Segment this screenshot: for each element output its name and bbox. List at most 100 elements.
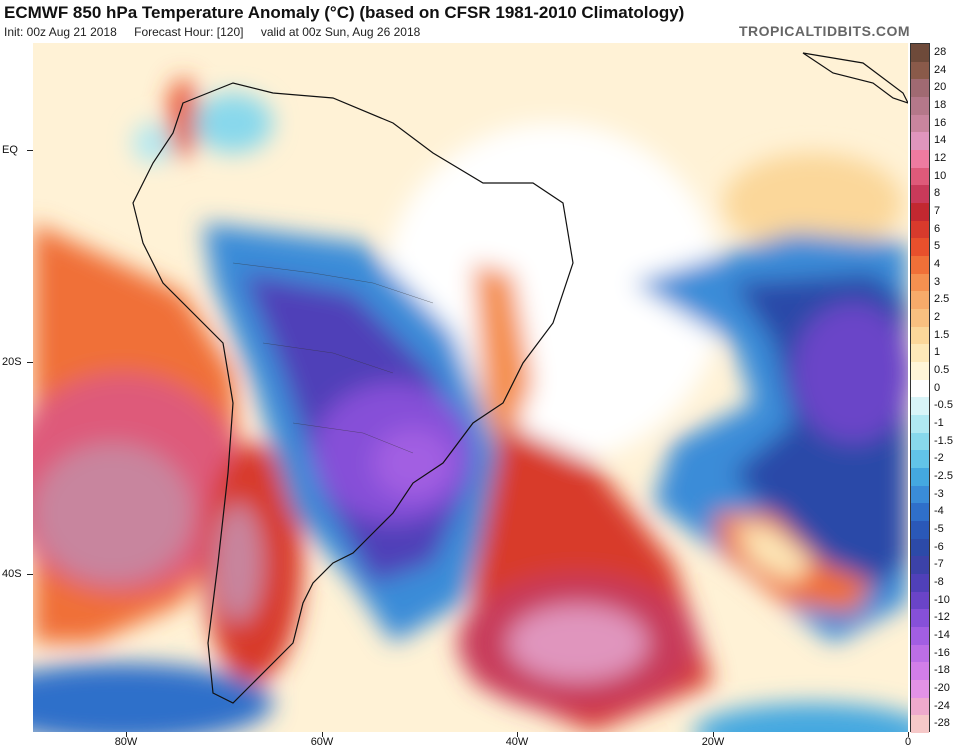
colorbar-label: 20 [934,81,947,94]
colorbar-swatch [911,591,929,610]
colorbar-label: 10 [934,169,947,182]
colorbar-label: -1.5 [934,434,953,447]
colorbar-swatch [911,538,929,557]
colorbar-swatch [911,644,929,663]
init-time: Init: 00z Aug 21 2018 [4,25,117,39]
colorbar-label: -5 [934,522,944,535]
colorbar-swatch [911,379,929,398]
colorbar-swatch [911,150,929,169]
colorbar-swatch [911,468,929,487]
colorbar-swatch [911,662,929,681]
colorbar-swatch [911,256,929,275]
colorbar-swatch [911,167,929,186]
colorbar-label: 6 [934,222,941,235]
colorbar-swatch [911,521,929,540]
colorbar-swatch [911,432,929,451]
colorbar-label: -12 [934,611,950,624]
lon-label-40w: 40W [505,736,529,748]
lon-tick-20w [713,732,714,737]
colorbar-label: 14 [934,134,947,147]
map-title: ECMWF 850 hPa Temperature Anomaly (°C) (… [4,3,685,22]
colorbar-label: 5 [934,240,941,253]
colorbar-swatch [911,220,929,239]
colorbar-swatch [911,503,929,522]
colorbar-swatch [911,238,929,257]
lat-tick-eq [27,150,33,151]
colorbar-label: 1 [934,346,941,359]
colorbar-swatch [911,415,929,434]
lat-label-20s: 20S [2,356,22,368]
brand-watermark: TROPICALTIDBITS.COM [738,23,910,39]
lon-label-0: 0 [904,736,912,748]
colorbar-label: 8 [934,187,941,200]
colorbar-label: 12 [934,151,947,164]
colorbar-swatch [911,697,929,716]
colorbar-swatch [911,97,929,116]
lat-tick-20s [27,362,33,363]
anomaly-map [33,43,908,732]
colorbar-label: -7 [934,558,944,571]
colorbar-swatch [911,203,929,222]
colorbar-swatch [911,680,929,699]
lon-tick-40w [517,732,518,737]
colorbar-label: -10 [934,593,950,606]
colorbar-label: -0.5 [934,399,953,412]
lon-tick-60w [322,732,323,737]
colorbar-swatch [911,344,929,363]
colorbar-swatch [911,609,929,628]
colorbar-label: -3 [934,487,944,500]
colorbar-swatch [911,326,929,345]
colorbar-label: 2.5 [934,293,950,306]
colorbar-label: -1 [934,416,944,429]
valid-time: valid at 00z Sun, Aug 26 2018 [260,25,421,39]
colorbar-label: 0.5 [934,363,950,376]
colorbar-label: -4 [934,505,944,518]
colorbar-label: -28 [934,717,950,730]
colorbar-label: -2.5 [934,469,953,482]
colorbar-swatch [911,450,929,469]
anomaly-field [33,43,908,732]
lon-label-20w: 20W [701,736,725,748]
colorbar-swatch [911,61,929,80]
colorbar-swatch [911,273,929,292]
colorbar-label: 18 [934,98,947,111]
colorbar-label: 16 [934,116,947,129]
colorbar-swatch [911,715,929,734]
colorbar-label: -14 [934,628,950,641]
lat-label-eq: EQ [2,144,18,156]
colorbar-swatch [911,574,929,593]
colorbar-swatch [911,291,929,310]
lat-label-40s: 40S [2,568,22,580]
lat-tick-40s [27,574,33,575]
colorbar-swatch [911,114,929,133]
colorbar-label: 28 [934,45,947,58]
coastline-outline [132,52,908,704]
colorbar-swatch [911,362,929,381]
colorbar-label: 0 [934,381,941,394]
colorbar-swatch [911,556,929,575]
colorbar-swatch [911,44,929,63]
colorbar-label: -20 [934,681,950,694]
colorbar-swatch [911,309,929,328]
colorbar-label: -16 [934,646,950,659]
colorbar-label: -2 [934,452,944,465]
forecast-hour: Forecast Hour: [120] [134,25,244,39]
colorbar-label: 1.5 [934,328,950,341]
colorbar-swatch [911,79,929,98]
map-subtitle: Init: 00z Aug 21 2018 Forecast Hour: [12… [4,25,434,39]
colorbar-label: 4 [934,257,941,270]
colorbar-label: -18 [934,664,950,677]
colorbar-label: 24 [934,63,947,76]
colorbar-swatch [911,397,929,416]
lon-label-60w: 60W [310,736,334,748]
colorbar-label: 7 [934,204,941,217]
colorbar-label: -6 [934,540,944,553]
colorbar-label: -24 [934,699,950,712]
colorbar [910,43,930,734]
lon-tick-0 [908,732,909,737]
lon-label-80w: 80W [114,736,138,748]
colorbar-label: 2 [934,310,941,323]
colorbar-swatch [911,627,929,646]
colorbar-swatch [911,185,929,204]
lon-tick-80w [126,732,127,737]
